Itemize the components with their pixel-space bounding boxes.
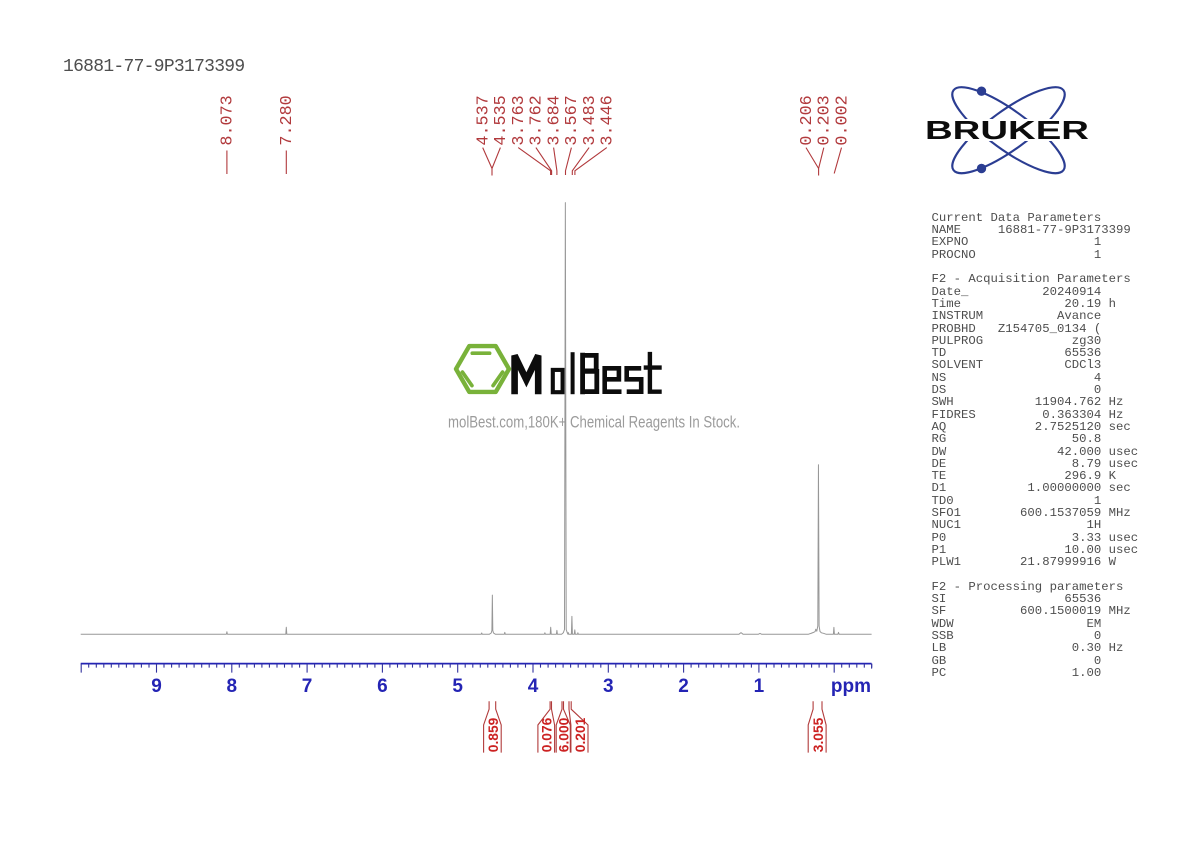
svg-text:0.076: 0.076 <box>540 717 555 752</box>
svg-text:6: 6 <box>377 676 388 697</box>
svg-text:ppm: ppm <box>831 676 871 697</box>
svg-text:5: 5 <box>452 676 463 697</box>
svg-text:0.859: 0.859 <box>486 718 501 753</box>
svg-text:3.446: 3.446 <box>599 95 618 145</box>
svg-text:3.684: 3.684 <box>545 95 564 145</box>
svg-text:3: 3 <box>603 676 614 697</box>
svg-text:BRUKER: BRUKER <box>925 117 1089 145</box>
svg-text:3.763: 3.763 <box>510 95 529 145</box>
svg-text:4: 4 <box>528 676 539 697</box>
svg-text:3.483: 3.483 <box>581 95 600 145</box>
svg-text:6.000: 6.000 <box>557 718 572 753</box>
svg-text:0.201: 0.201 <box>573 717 588 752</box>
svg-text:1: 1 <box>754 676 765 697</box>
svg-text:3.055: 3.055 <box>811 717 826 752</box>
svg-text:molBest.com,180K+ Chemical Rea: molBest.com,180K+ Chemical Reagents In S… <box>448 412 740 431</box>
svg-text:7.280: 7.280 <box>278 95 297 145</box>
svg-text:4.535: 4.535 <box>492 95 511 145</box>
svg-text:9: 9 <box>151 676 162 697</box>
svg-text:0.203: 0.203 <box>816 95 835 145</box>
svg-text:7: 7 <box>302 676 313 697</box>
svg-text:2: 2 <box>678 676 689 697</box>
svg-text:4.537: 4.537 <box>475 95 494 145</box>
svg-text:8: 8 <box>227 676 238 697</box>
svg-text:0.002: 0.002 <box>833 95 852 145</box>
svg-text:3.567: 3.567 <box>563 95 582 145</box>
svg-text:8.073: 8.073 <box>219 95 238 145</box>
svg-text:0.206: 0.206 <box>798 95 817 145</box>
svg-text:3.762: 3.762 <box>528 95 547 145</box>
